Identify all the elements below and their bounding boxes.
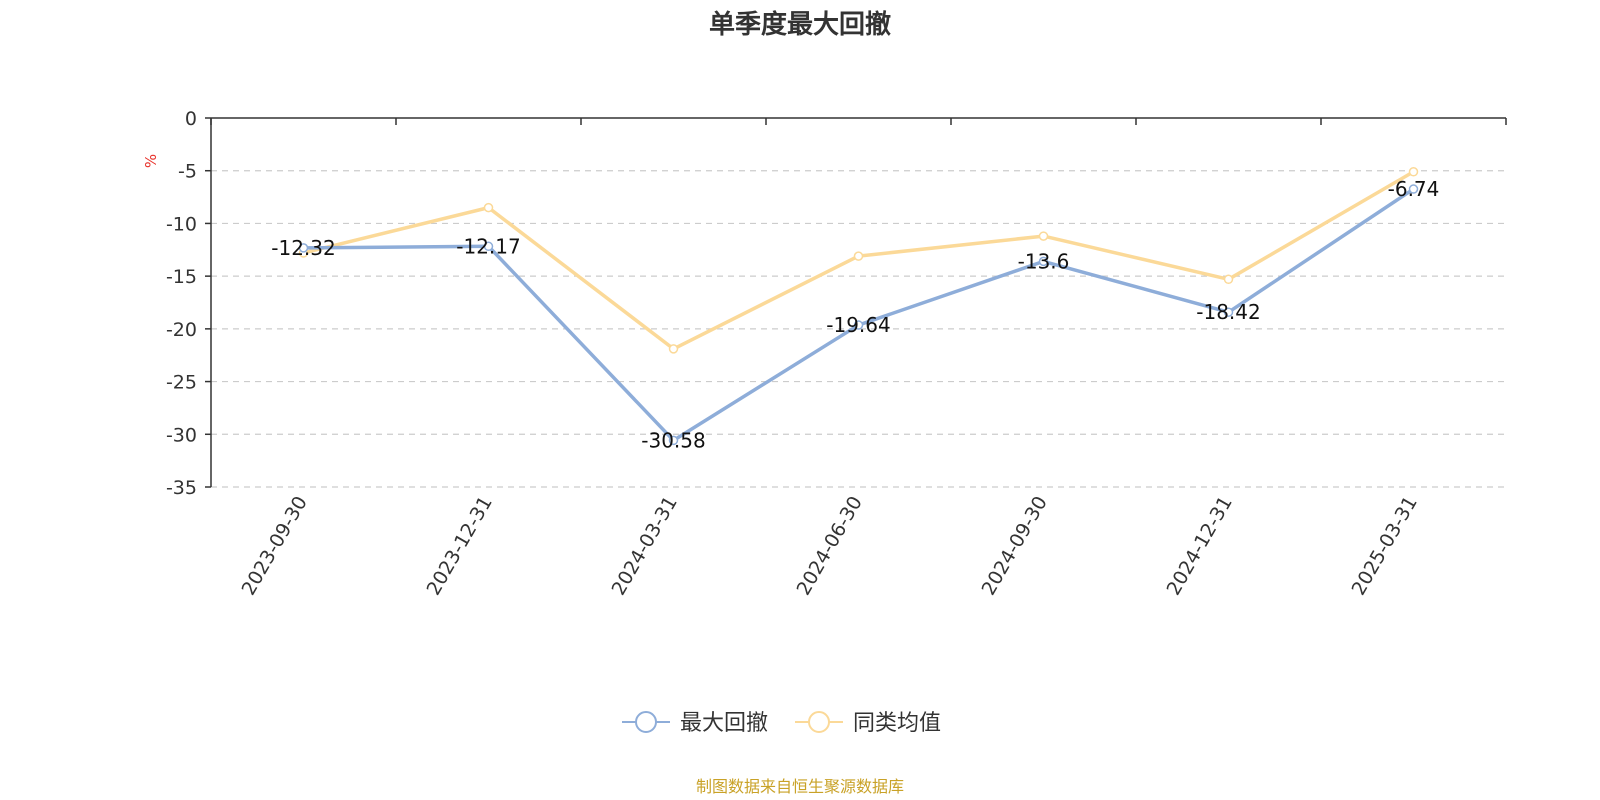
legend-label: 同类均值 — [853, 711, 941, 736]
data-label: -30.58 — [641, 428, 705, 452]
data-point — [853, 251, 864, 261]
legend-item[interactable]: 最大回撤 — [622, 711, 768, 736]
data-point — [668, 435, 679, 446]
data-point — [1223, 274, 1234, 285]
y-tick-label: -35 — [166, 477, 197, 499]
data-point — [668, 344, 679, 354]
data-point — [298, 243, 309, 253]
x-tick-label: 2025-03-31 — [1348, 493, 1422, 600]
y-tick-label: -10 — [166, 213, 197, 235]
x-tick-label: 2024-12-31 — [1163, 493, 1237, 600]
series-layer — [298, 167, 1419, 446]
chart-title: 单季度最大回撤 — [709, 9, 891, 40]
data-point — [483, 202, 494, 213]
data-point — [1223, 307, 1234, 317]
data-label: -19.64 — [826, 313, 890, 337]
data-label: -12.32 — [271, 236, 335, 260]
y-tick-label: -20 — [166, 319, 197, 341]
y-tick-label: 0 — [185, 108, 197, 130]
legend-label: 最大回撤 — [680, 711, 768, 736]
y-tick-label: -5 — [178, 161, 197, 183]
data-labels: -12.32 -12.17 -30.58 -19.64 -13.6 -18.42 -6.74 — [271, 177, 1439, 452]
legend-item[interactable]: 同类均值 — [795, 711, 941, 736]
data-label: -6.74 — [1388, 177, 1440, 201]
legend[interactable]: 最大回撤 同类均值 — [622, 711, 941, 736]
x-tick-label: 2023-12-31 — [423, 493, 497, 600]
data-source-note: 制图数据来自恒生聚源数据库 — [696, 777, 904, 796]
data-label: -18.42 — [1196, 300, 1260, 324]
legend-marker — [635, 711, 657, 733]
data-point — [1038, 256, 1049, 267]
y-tick-label: -15 — [166, 266, 197, 288]
x-tick-label: 2024-06-30 — [793, 493, 867, 600]
x-tick-label: 2024-09-30 — [978, 493, 1052, 600]
x-tick-label: 2024-03-31 — [608, 493, 682, 600]
legend-marker — [808, 711, 830, 733]
y-axis-unit: % — [142, 154, 160, 168]
y-tick-label: -25 — [166, 372, 197, 394]
data-point — [483, 241, 494, 252]
data-label: -13.6 — [1018, 249, 1070, 273]
y-tick-label: -30 — [166, 424, 197, 446]
data-point — [853, 320, 864, 330]
x-tick-label: 2023-09-30 — [238, 493, 312, 600]
data-point — [1038, 231, 1049, 241]
data-point — [1408, 184, 1419, 194]
data-label: -12.17 — [456, 234, 520, 258]
grid-lines — [211, 170, 1506, 488]
data-point — [1408, 167, 1419, 177]
axes: 0 -5 -10 -15 -20 -25 -30 -35 2023-09-30 2023-12-3… — [166, 108, 1507, 600]
